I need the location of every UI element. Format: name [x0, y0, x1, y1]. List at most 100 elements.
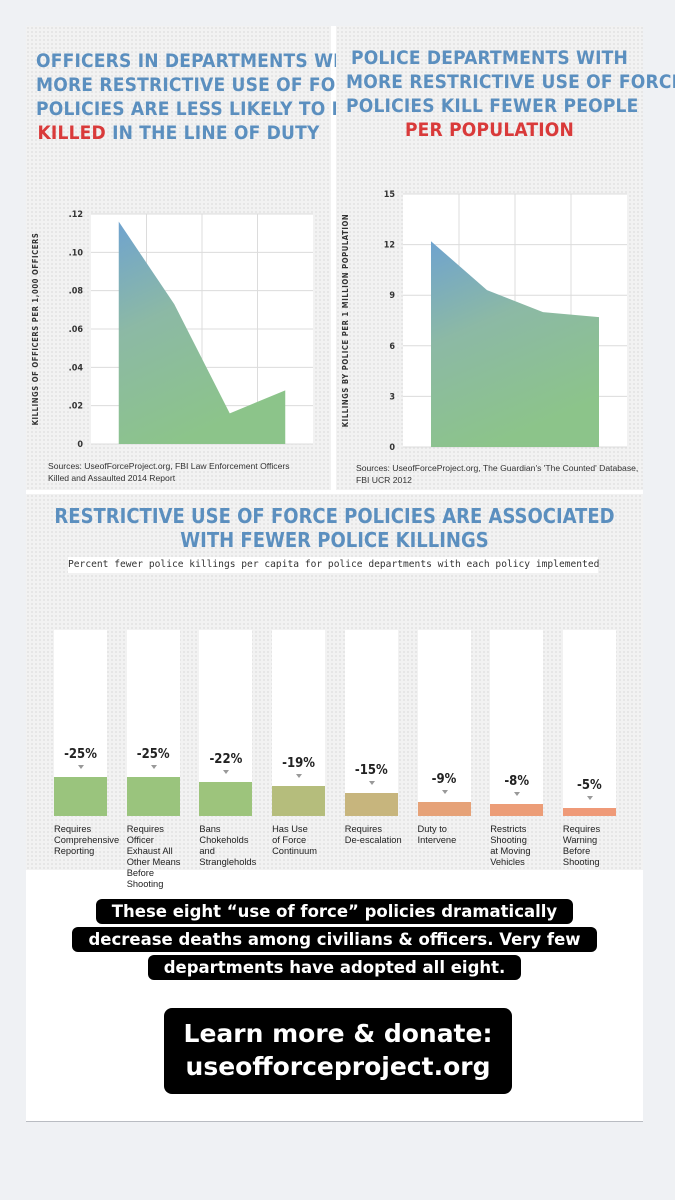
- officer-chart-ytick-label: .02: [69, 402, 83, 412]
- caption-line-2: decrease deaths among civilians & office…: [80, 927, 589, 952]
- police-killings-sources: Sources: UseofForceProject.org, The Guar…: [356, 462, 638, 486]
- police-killings-title-line-2: MORE RESTRICTIVE USE OF FORCE: [346, 71, 675, 93]
- value-pointer-icon: [296, 774, 303, 779]
- officer-chart-ytick-label: .04: [69, 363, 84, 373]
- police-chart-ylabel: KILLINGS BY POLICE PER 1 MILLION POPULAT…: [341, 214, 350, 427]
- police-killings-sources-line-1: Sources: UseofForceProject.org, The Guar…: [356, 463, 639, 473]
- policy-bar-label-line: Shooting: [126, 879, 164, 889]
- officer-deaths-sources-line-2: Killed and Assaulted 2014 Report: [48, 473, 176, 483]
- policy-bar-label-line: Duty to: [417, 824, 447, 834]
- policy-bar-label-line: Intervene: [417, 835, 457, 845]
- police-chart-ytick-label: 3: [389, 392, 395, 402]
- policy-bar-label-line: Vehicles: [490, 857, 525, 867]
- officer-chart-ytick-label: .08: [69, 287, 84, 297]
- title-tail: IN THE LINE OF DUTY: [105, 122, 320, 144]
- policy-bar-label-line: of Force: [272, 835, 307, 845]
- police-chart-ytick-label: 0: [389, 443, 395, 452]
- policy-bar-fill: [126, 777, 180, 816]
- policy-bar-value-label: -15%: [354, 762, 388, 778]
- police-chart-ytick-label: 15: [384, 190, 396, 200]
- policy-bar-label-line: Bans: [199, 824, 221, 834]
- policy-bar-label-line: Chokeholds: [199, 835, 249, 845]
- police-killings-title: POLICE DEPARTMENTS WITH MORE RESTRICTIVE…: [346, 46, 675, 142]
- policies-title-line-2: WITH FEWER POLICE KILLINGS: [180, 528, 489, 552]
- policy-bar-value-label: -22%: [209, 751, 243, 767]
- policies-panel: RESTRICTIVE USE OF FORCE POLICIES ARE AS…: [26, 494, 643, 889]
- caption-line-1: These eight “use of force” policies dram…: [103, 899, 566, 924]
- officer-chart-ytick-label: .06: [69, 325, 84, 335]
- officer-deaths-title-line-1: OFFICERS IN DEPARTMENTS WITH: [36, 50, 367, 72]
- officer-chart-xtick-label: 3: [227, 450, 233, 451]
- caption-line-3: departments have adopted all eight.: [155, 955, 514, 980]
- policy-bar-label-line: De-escalation: [344, 835, 402, 845]
- value-pointer-icon: [586, 796, 593, 801]
- policy-bar-track: [417, 630, 471, 816]
- policy-bar-fill: [562, 808, 616, 816]
- policies-title: RESTRICTIVE USE OF FORCE POLICIES ARE AS…: [26, 504, 643, 552]
- policy-bar-label-line: Before: [562, 846, 591, 856]
- policy-bar-label-line: Requires: [344, 824, 383, 834]
- value-pointer-icon: [368, 780, 375, 785]
- officer-deaths-title-line-4: KILLED IN THE LINE OF DUTY: [36, 121, 321, 145]
- policy-bar-label-line: Reporting: [54, 846, 95, 856]
- policy-bar-track: [562, 630, 616, 816]
- officer-chart-xtick-label: 0-1: [111, 450, 126, 451]
- policy-bar-value-label: -25%: [136, 747, 170, 762]
- policy-bar-label-line: Requires: [126, 824, 164, 834]
- caption: These eight “use of force” policies dram…: [72, 898, 597, 982]
- value-pointer-icon: [514, 791, 521, 796]
- police-chart-ytick-label: 12: [384, 241, 395, 251]
- officer-deaths-sources-line-1: Sources: UseofForceProject.org, FBI Law …: [48, 461, 290, 471]
- police-chart-ytick-label: 6: [389, 342, 395, 352]
- officer-deaths-title-line-2: MORE RESTRICTIVE USE OF FORCE: [36, 74, 374, 96]
- policy-bar-label-line: Other Means: [126, 857, 181, 867]
- policy-bar-track: [272, 630, 326, 816]
- infographic-frame: OFFICERS IN DEPARTMENTS WITH MORE RESTRI…: [26, 26, 675, 1122]
- police-killings-panel: POLICE DEPARTMENTS WITH MORE RESTRICTIVE…: [336, 26, 675, 490]
- policy-bar-value-label: -8%: [504, 773, 530, 789]
- officer-chart-ytick-label: .12: [69, 210, 83, 220]
- policy-bar-fill: [272, 786, 326, 816]
- officer-deaths-area-chart: 0.02.04.06.08.10.120-1POLICIES2POLICIES3…: [31, 210, 313, 451]
- police-chart-ytick-label: 9: [389, 291, 395, 301]
- policy-bar-label-line: Requires: [562, 824, 601, 834]
- policy-bar-label: Requires De-escalation: [345, 824, 407, 846]
- title-highlight-killed: KILLED: [37, 122, 106, 144]
- officer-chart-ylabel: KILLINGS OF OFFICERS PER 1,000 OFFICERS: [31, 233, 40, 426]
- policy-bar-label-line: Before: [126, 868, 155, 878]
- policy-bar-label: Requires Warning Before Shooting: [563, 824, 625, 868]
- value-pointer-icon: [223, 769, 230, 774]
- policy-bar-fill: [490, 803, 544, 816]
- officer-deaths-sources: Sources: UseofForceProject.org, FBI Law …: [48, 460, 290, 484]
- policies-title-line-1: RESTRICTIVE USE OF FORCE POLICIES ARE AS…: [54, 504, 615, 528]
- policy-bar-label-line: Warning: [562, 835, 598, 845]
- policy-bar-track: [490, 630, 544, 816]
- officer-chart-xtick-label: 2: [171, 450, 177, 451]
- policy-bar-label-line: Shooting: [562, 857, 600, 867]
- officer-deaths-title-line-3: POLICIES ARE LESS LIKELY TO BE: [36, 98, 357, 120]
- policy-bar-fill: [54, 777, 107, 816]
- policy-bar-value-label: -19%: [282, 756, 316, 772]
- police-killings-title-line-1: POLICE DEPARTMENTS WITH: [350, 47, 629, 69]
- value-pointer-icon: [78, 765, 84, 769]
- police-killings-area-chart: 036912150-1POLICIES2POLICIES3POLICIES4+P…: [341, 190, 627, 452]
- policy-bar-track: [344, 630, 398, 816]
- policy-bar-label-line: Officer: [126, 835, 154, 845]
- policy-bar-label-line: Strangleholds: [199, 857, 257, 867]
- policy-bar-label-line: Restricts: [490, 824, 527, 834]
- policy-bar-fill: [344, 792, 398, 816]
- police-chart-area: [431, 241, 599, 447]
- policy-bar-label: Has Use of Force Continuum: [272, 824, 334, 857]
- policy-bar-value-label: -5%: [577, 778, 602, 794]
- donate-callout: Learn more & donate: useofforceproject.o…: [164, 1008, 512, 1094]
- policy-bar-label: Requires Officer Exhaust All Other Means Bef…: [127, 824, 189, 890]
- officer-chart-area: [118, 221, 286, 444]
- policy-bar-label: Restricts Shooting at Moving Vehicles: [490, 824, 552, 868]
- title-highlight-per-population: PER POPULATION: [404, 119, 575, 141]
- policy-bar-label-line: Exhaust All: [126, 846, 173, 856]
- officer-chart-xtick-label: 4+: [279, 450, 292, 451]
- policy-bar-label-line: Requires: [54, 824, 92, 834]
- policy-bar-label: Duty to Intervene: [418, 824, 480, 846]
- officer-chart-ytick-label: 0: [77, 440, 83, 450]
- policy-bar-label-line: Continuum: [272, 846, 318, 856]
